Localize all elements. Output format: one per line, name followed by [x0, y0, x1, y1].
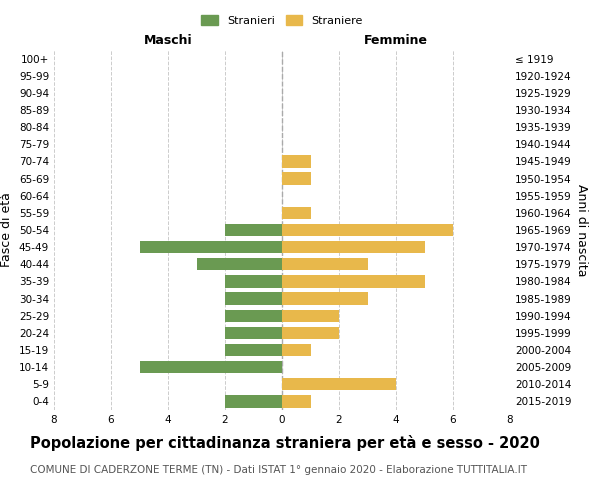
Bar [282, 292, 367, 304]
Bar [282, 276, 425, 287]
Text: COMUNE DI CADERZONE TERME (TN) - Dati ISTAT 1° gennaio 2020 - Elaborazione TUTTI: COMUNE DI CADERZONE TERME (TN) - Dati IS… [30, 465, 527, 475]
Bar [197, 258, 282, 270]
Bar [225, 326, 282, 339]
Text: Femmine: Femmine [364, 34, 428, 48]
Bar [139, 241, 282, 254]
Bar [282, 241, 425, 254]
Bar [225, 292, 282, 304]
Bar [282, 224, 453, 236]
Text: Popolazione per cittadinanza straniera per età e sesso - 2020: Popolazione per cittadinanza straniera p… [30, 435, 540, 451]
Bar [282, 326, 339, 339]
Bar [225, 396, 282, 407]
Bar [139, 361, 282, 374]
Bar [225, 310, 282, 322]
Bar [282, 172, 311, 184]
Bar [282, 206, 311, 219]
Legend: Stranieri, Straniere: Stranieri, Straniere [197, 10, 367, 30]
Text: Maschi: Maschi [143, 34, 193, 48]
Y-axis label: Fasce di età: Fasce di età [1, 192, 13, 268]
Bar [282, 156, 311, 168]
Bar [282, 310, 339, 322]
Bar [282, 258, 367, 270]
Bar [225, 276, 282, 287]
Bar [282, 396, 311, 407]
Bar [282, 378, 396, 390]
Bar [282, 344, 311, 356]
Bar [225, 344, 282, 356]
Y-axis label: Anni di nascita: Anni di nascita [575, 184, 588, 276]
Bar [225, 224, 282, 236]
